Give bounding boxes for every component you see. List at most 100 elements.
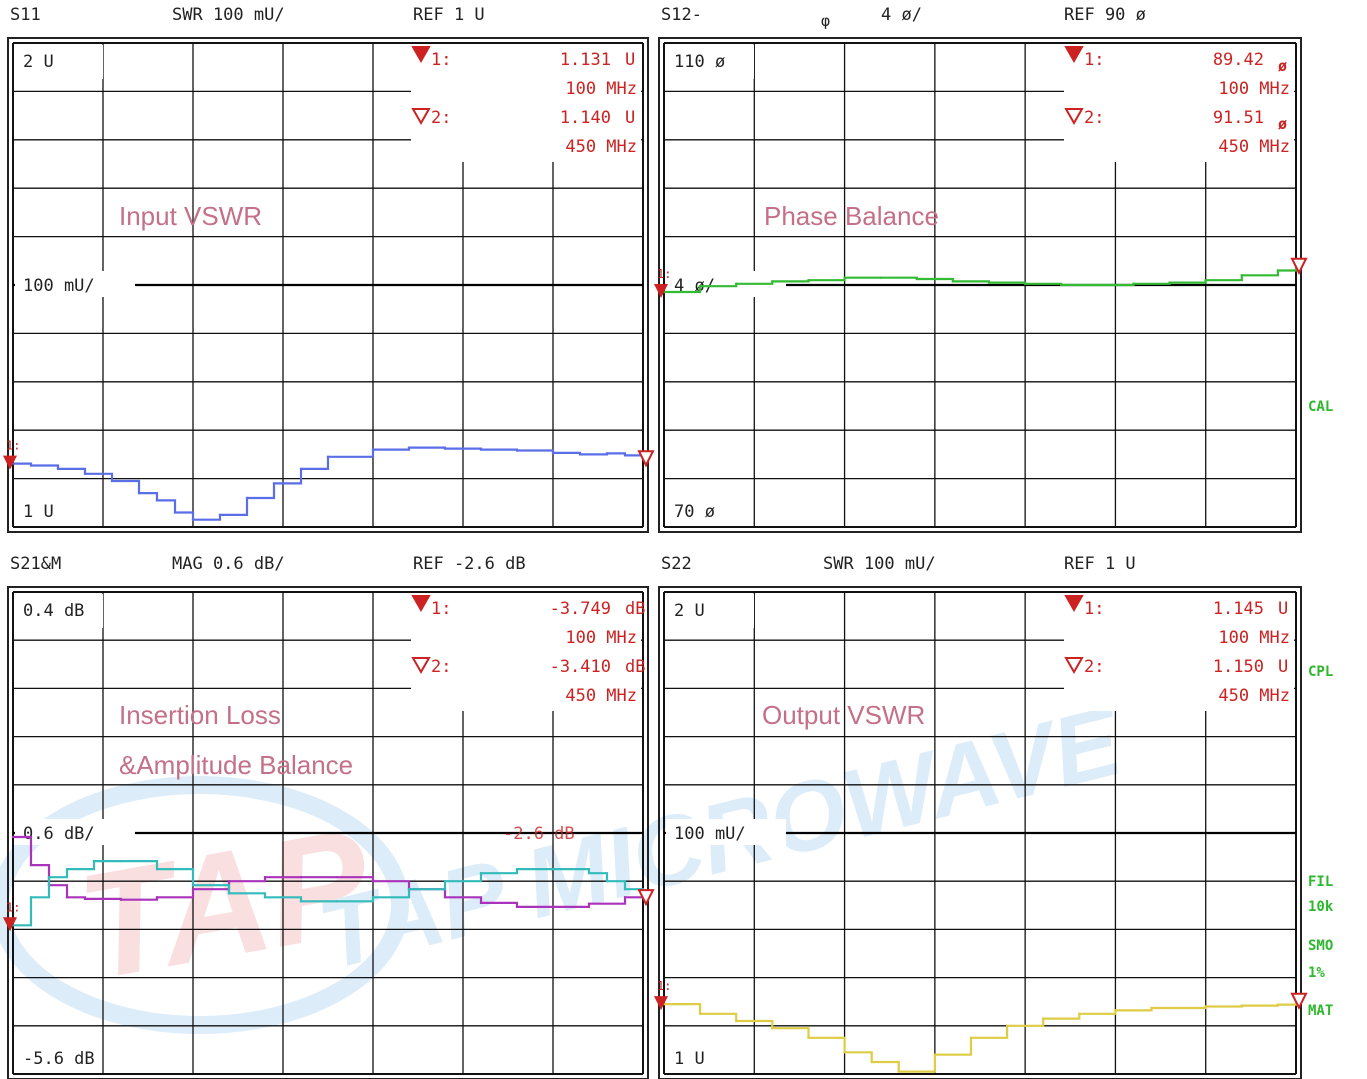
marker-1-value: 1.145 — [1213, 599, 1264, 619]
trace-point — [879, 276, 882, 279]
trace-marker-1-icon — [3, 917, 17, 932]
marker-1-icon — [411, 46, 431, 64]
trace-marker-1-num: 1: — [6, 900, 20, 914]
trace-point — [92, 859, 96, 863]
trace-point — [987, 281, 991, 284]
trace-point — [479, 901, 483, 905]
header-param: S21&M — [10, 554, 61, 574]
side-label-smo2: 1% — [1308, 965, 1325, 981]
header-ref: REF -2.6 dB — [413, 554, 526, 574]
trace-marker-1-icon — [3, 455, 17, 470]
marker-1-value: 89.42 — [1213, 50, 1264, 70]
trace-point — [578, 453, 582, 456]
side-annotations: CAL CPL FIL 10k SMO 1% MAT — [1308, 399, 1334, 1019]
trace-point — [1204, 1005, 1207, 1008]
mid-label-bg — [15, 819, 135, 845]
trace-point — [1060, 283, 1063, 287]
marker-1-label: 1: — [1084, 599, 1104, 619]
trace-point — [1240, 274, 1244, 277]
plot-frame — [7, 37, 649, 533]
side-label-fil: FIL — [1308, 874, 1333, 890]
marker-readout-bg — [411, 593, 641, 711]
marker-2-label: 2: — [1084, 108, 1104, 128]
trace-s11-1 — [13, 446, 645, 521]
bottom-scale-label: -5.6 dB — [23, 1049, 95, 1069]
trace-point — [326, 455, 330, 458]
plot-frame — [7, 586, 649, 1079]
trace-point — [807, 279, 810, 282]
bottom-scale-label: 70 ø — [674, 502, 715, 522]
marker-2-label: 2: — [1084, 657, 1104, 677]
top-scale-label: 0.4 dB — [23, 601, 84, 621]
marker-readout-bg — [1064, 44, 1294, 162]
trace-point — [1276, 1003, 1280, 1006]
marker-1-unit: ø — [1278, 57, 1287, 75]
trace-point — [933, 1053, 937, 1056]
trace-marker-2-icon — [1290, 257, 1308, 275]
trace-point — [11, 835, 15, 839]
side-label-fil2: 10k — [1308, 899, 1334, 915]
trace-point — [870, 1060, 873, 1064]
side-label-mat: MAT — [1308, 1003, 1333, 1019]
trace-point — [29, 896, 33, 899]
trace-point — [1078, 1012, 1081, 1015]
marker-2-label: 2: — [431, 657, 451, 677]
marker-2-unit: U — [1278, 657, 1288, 677]
trace-point — [1114, 1009, 1117, 1012]
trace-point — [119, 898, 123, 901]
header-param: S22 — [661, 554, 692, 574]
header-scale: SWR 100 mU/ — [172, 5, 285, 25]
trace-marker-1-icon — [654, 284, 668, 299]
trace-point — [299, 900, 303, 903]
trace-point — [479, 448, 483, 451]
trace-point — [605, 880, 609, 883]
top-scale-label: 2 U — [23, 52, 54, 72]
marker-1-icon — [1064, 595, 1084, 613]
plot-frame — [658, 586, 1302, 1079]
trace-point — [227, 892, 231, 895]
trace-point — [272, 482, 276, 485]
top-label-bg — [15, 45, 103, 79]
marker-2-unit: U — [625, 108, 635, 128]
trace-point — [443, 896, 447, 899]
trace-point — [29, 464, 33, 467]
marker-2-value: -3.410 — [550, 657, 611, 677]
trace-point — [245, 496, 249, 500]
top-label-bg — [666, 45, 754, 79]
chart-title-line: Phase Balance — [764, 201, 939, 231]
header-scale-symbol: φ — [821, 12, 830, 30]
marker-2-icon — [411, 108, 431, 126]
trace-point — [371, 896, 375, 899]
trace-point — [218, 513, 222, 517]
marker-1-unit: U — [625, 50, 635, 70]
trace-point — [299, 467, 303, 471]
panel-s22: S22 SWR 100 mU/REF 1 U 2 U 100 mU/1 U 1: 1.14… — [654, 554, 1308, 1079]
marker-2-unit: ø — [1278, 115, 1287, 133]
trace-point — [65, 867, 69, 871]
marker-1-value: 1.131 — [560, 50, 611, 70]
trace-s21-1 — [13, 835, 645, 908]
chart-title-line: Output VSWR — [762, 700, 925, 730]
trace-point — [137, 491, 141, 495]
top-label-bg — [666, 594, 754, 628]
trace-point — [1005, 1024, 1009, 1028]
trace-point — [1276, 269, 1280, 272]
marker-1-freq: 100 MHz — [565, 628, 637, 648]
trace-point — [515, 449, 519, 452]
marker-1-freq: 100 MHz — [565, 79, 637, 99]
marker-2-value: 91.51 — [1213, 108, 1264, 128]
trace-point — [771, 280, 774, 283]
marker-2-freq: 450 MHz — [1218, 686, 1290, 706]
bottom-scale-label: 1 U — [674, 1049, 705, 1069]
trace-point — [56, 467, 60, 471]
marker-1-icon — [1064, 46, 1084, 64]
bottom-label-bg — [15, 491, 95, 525]
marker-2-freq: 450 MHz — [1218, 137, 1290, 157]
marker-1-freq: 100 MHz — [1218, 79, 1290, 99]
chart-title-line: Input VSWR — [119, 201, 262, 231]
trace-point — [951, 280, 955, 283]
trace-point — [1150, 1006, 1153, 1010]
